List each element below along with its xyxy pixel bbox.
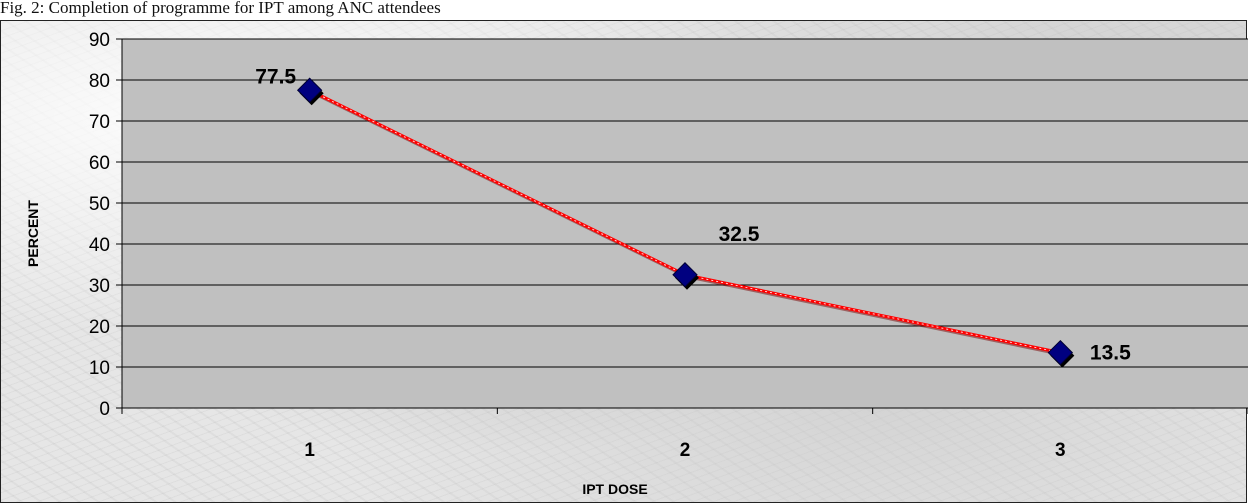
series-layer	[296, 77, 1075, 368]
y-tick-label: 0	[99, 399, 110, 420]
gridlines	[122, 38, 1248, 368]
x-tick-label: 3	[1055, 440, 1066, 461]
data-label: 77.5	[255, 65, 296, 88]
chart-frame: 0 10 20 30 40 50 60 70 80 90 1 2 3 77.5 32.5 13.5 PER…	[0, 20, 1248, 503]
y-tick-label: 10	[89, 358, 110, 379]
figure-caption: Fig. 2: Completion of programme for IPT …	[0, 0, 441, 17]
data-point	[672, 262, 698, 288]
line-chart: 0 10 20 30 40 50 60 70 80 90 1 2 3 77.5 32.5 13.5 PER…	[25, 30, 1248, 497]
y-tick-label: 40	[89, 235, 110, 256]
y-tick-label: 80	[89, 71, 110, 92]
y-tick-label: 60	[89, 153, 110, 174]
y-tick-label: 30	[89, 276, 110, 297]
y-tick-label: 20	[89, 317, 110, 338]
data-labels: 77.5 32.5 13.5	[255, 65, 1131, 364]
y-tick-label: 70	[89, 112, 110, 133]
y-axis-ticks: 0 10 20 30 40 50 60 70 80 90	[89, 30, 122, 420]
data-point	[296, 77, 323, 103]
y-tick-label: 90	[89, 30, 110, 51]
y-tick-label: 50	[89, 194, 110, 215]
x-tick-label: 1	[304, 440, 315, 461]
axes	[121, 39, 1248, 409]
data-label: 32.5	[719, 223, 760, 246]
y-axis-title: PERCENT	[25, 200, 41, 267]
x-tick-label: 2	[680, 440, 691, 461]
plot-area	[122, 39, 1248, 408]
x-axis-ticks: 1 2 3	[121, 408, 1248, 461]
data-label: 13.5	[1090, 342, 1131, 365]
x-axis-title: IPT DOSE	[582, 481, 647, 497]
data-point	[1047, 339, 1074, 366]
